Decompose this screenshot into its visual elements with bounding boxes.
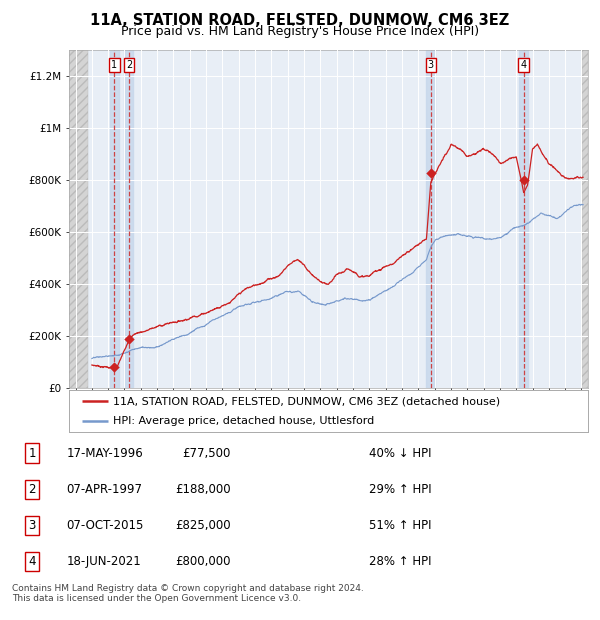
Text: 2: 2 bbox=[126, 60, 132, 70]
Bar bbox=[519, 50, 528, 388]
Bar bbox=[124, 50, 133, 388]
Text: 3: 3 bbox=[428, 60, 434, 70]
Text: 40% ↓ HPI: 40% ↓ HPI bbox=[369, 447, 431, 460]
Text: 3: 3 bbox=[28, 519, 36, 532]
Polygon shape bbox=[582, 50, 588, 388]
Point bbox=[124, 334, 134, 343]
Text: HPI: Average price, detached house, Uttlesford: HPI: Average price, detached house, Uttl… bbox=[113, 416, 374, 426]
Text: 17-MAY-1996: 17-MAY-1996 bbox=[67, 447, 143, 460]
Text: 11A, STATION ROAD, FELSTED, DUNMOW, CM6 3EZ: 11A, STATION ROAD, FELSTED, DUNMOW, CM6 … bbox=[91, 13, 509, 28]
Text: 07-APR-1997: 07-APR-1997 bbox=[67, 483, 143, 496]
Text: Contains HM Land Registry data © Crown copyright and database right 2024.
This d: Contains HM Land Registry data © Crown c… bbox=[12, 584, 364, 603]
Text: £825,000: £825,000 bbox=[175, 519, 231, 532]
Text: £77,500: £77,500 bbox=[182, 447, 231, 460]
Point bbox=[110, 363, 119, 373]
Text: 07-OCT-2015: 07-OCT-2015 bbox=[67, 519, 144, 532]
Text: Price paid vs. HM Land Registry's House Price Index (HPI): Price paid vs. HM Land Registry's House … bbox=[121, 25, 479, 37]
Text: 1: 1 bbox=[112, 60, 118, 70]
Text: 4: 4 bbox=[521, 60, 527, 70]
Text: 51% ↑ HPI: 51% ↑ HPI bbox=[369, 519, 431, 532]
Bar bbox=[110, 50, 119, 388]
Text: 4: 4 bbox=[28, 555, 36, 568]
Point bbox=[519, 175, 529, 185]
Text: 11A, STATION ROAD, FELSTED, DUNMOW, CM6 3EZ (detached house): 11A, STATION ROAD, FELSTED, DUNMOW, CM6 … bbox=[113, 396, 500, 406]
Point bbox=[426, 168, 436, 178]
Text: 18-JUN-2021: 18-JUN-2021 bbox=[67, 555, 142, 568]
Bar bbox=[427, 50, 436, 388]
Text: 2: 2 bbox=[28, 483, 36, 496]
Text: £800,000: £800,000 bbox=[175, 555, 231, 568]
Text: £188,000: £188,000 bbox=[175, 483, 231, 496]
Text: 1: 1 bbox=[28, 447, 36, 460]
Text: 28% ↑ HPI: 28% ↑ HPI bbox=[369, 555, 431, 568]
Polygon shape bbox=[69, 50, 88, 388]
Text: 29% ↑ HPI: 29% ↑ HPI bbox=[369, 483, 432, 496]
